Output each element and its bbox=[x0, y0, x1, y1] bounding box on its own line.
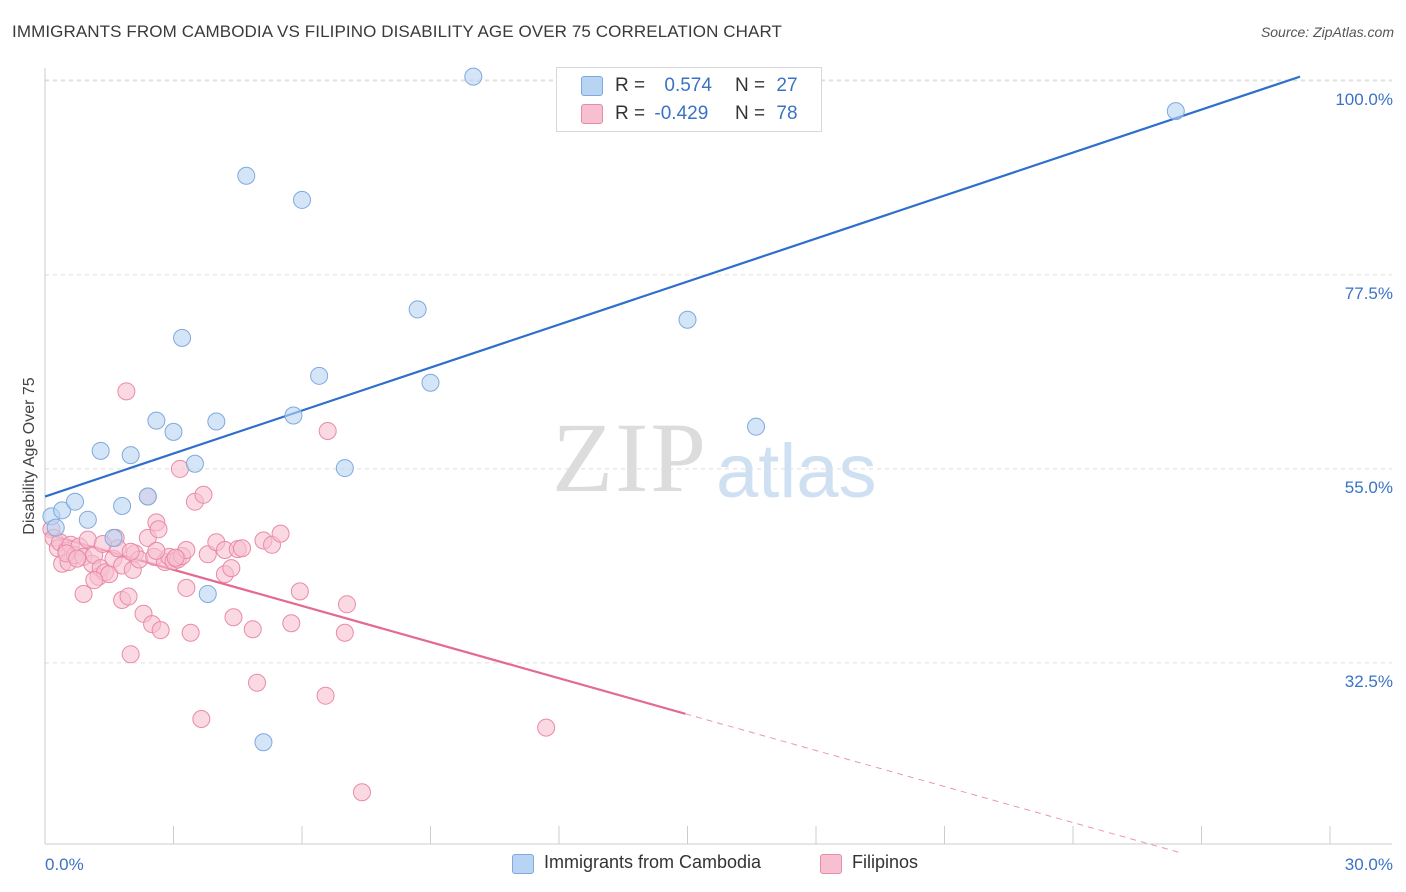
legend-swatch-blue bbox=[581, 76, 603, 96]
data-point-filipino bbox=[177, 578, 196, 597]
data-point-filipino bbox=[181, 623, 200, 642]
data-point-filipino bbox=[147, 541, 166, 560]
legend-r-label: R = bbox=[615, 75, 646, 96]
legend-r-value: -0.429 bbox=[654, 103, 709, 124]
data-point-filipino bbox=[335, 623, 354, 642]
data-point-cambodia bbox=[464, 67, 483, 86]
data-point-filipino bbox=[316, 686, 335, 705]
data-point-cambodia bbox=[335, 459, 354, 478]
data-point-filipino bbox=[68, 549, 87, 568]
data-point-filipino bbox=[166, 548, 185, 567]
data-point-filipino bbox=[248, 673, 267, 692]
x-tick-label: 0.0% bbox=[45, 855, 84, 874]
data-point-cambodia bbox=[747, 417, 766, 436]
data-point-cambodia bbox=[65, 492, 84, 511]
data-point-filipino bbox=[85, 571, 104, 590]
correlation-legend: R = 0.574 N = 27 R = -0.429 N = 78 bbox=[556, 67, 822, 132]
data-point-cambodia bbox=[147, 411, 166, 430]
y-tick-label: 100.0% bbox=[1335, 90, 1393, 109]
data-point-cambodia bbox=[173, 328, 192, 347]
data-point-filipino bbox=[194, 485, 213, 504]
x-tick-label: 30.0% bbox=[1345, 855, 1393, 874]
data-point-cambodia bbox=[310, 366, 329, 385]
y-tick-label: 77.5% bbox=[1345, 284, 1393, 303]
data-point-filipino bbox=[117, 382, 136, 401]
data-point-cambodia bbox=[91, 441, 110, 460]
data-point-cambodia bbox=[293, 190, 311, 209]
chart-title: IMMIGRANTS FROM CAMBODIA VS FILIPINO DIS… bbox=[12, 22, 783, 41]
data-point-cambodia bbox=[78, 510, 97, 529]
data-point-filipino bbox=[318, 421, 337, 440]
data-point-cambodia bbox=[237, 166, 256, 185]
legend-r-value: 0.574 bbox=[664, 75, 712, 96]
legend-row-filipinos: R = -0.429 N = 78 bbox=[557, 101, 821, 127]
data-point-cambodia bbox=[121, 446, 140, 465]
data-point-cambodia bbox=[138, 487, 157, 506]
data-point-cambodia bbox=[185, 454, 204, 473]
data-point-filipino bbox=[282, 614, 301, 633]
data-point-filipino bbox=[352, 783, 371, 802]
y-tick-labels: 32.5% 55.0% 77.5% 100.0% bbox=[1335, 90, 1393, 691]
data-point-filipino bbox=[121, 645, 140, 664]
data-point-cambodia bbox=[207, 412, 226, 431]
data-point-filipino bbox=[151, 621, 170, 640]
data-point-cambodia bbox=[408, 300, 427, 319]
legend-n-label: N = bbox=[735, 75, 766, 96]
legend-n-label: N = bbox=[735, 103, 766, 124]
bottom-legend-label: Immigrants from Cambodia bbox=[544, 852, 762, 872]
legend-n-value: 78 bbox=[776, 103, 798, 124]
data-point-filipino bbox=[74, 584, 93, 603]
data-point-filipino bbox=[222, 559, 241, 578]
legend-swatch-pink bbox=[581, 104, 603, 124]
data-point-filipino bbox=[271, 524, 290, 543]
watermark-zip: ZIP bbox=[552, 402, 708, 513]
data-point-cambodia bbox=[1166, 102, 1185, 121]
data-point-cambodia bbox=[421, 373, 440, 392]
data-point-filipino bbox=[192, 709, 211, 728]
data-point-filipino bbox=[121, 542, 140, 561]
data-point-cambodia bbox=[678, 310, 697, 329]
data-point-cambodia bbox=[46, 518, 65, 537]
data-point-filipino bbox=[233, 539, 252, 558]
data-point-filipino bbox=[290, 582, 309, 601]
data-points bbox=[42, 67, 1185, 802]
data-point-cambodia bbox=[284, 406, 303, 425]
data-point-filipino bbox=[224, 608, 243, 627]
y-tick-label: 55.0% bbox=[1345, 478, 1393, 497]
data-point-filipino bbox=[243, 620, 262, 639]
data-point-filipino bbox=[170, 459, 189, 478]
source-label: Source: ZipAtlas.com bbox=[1260, 24, 1394, 40]
bottom-legend-swatch-blue bbox=[512, 854, 534, 874]
data-point-filipino bbox=[149, 520, 168, 539]
data-point-filipino bbox=[337, 595, 356, 614]
trend-line-cambodia bbox=[44, 75, 1301, 498]
bottom-legend-label: Filipinos bbox=[852, 852, 919, 872]
x-tick-labels: 0.0% 30.0% bbox=[45, 855, 1393, 874]
data-point-cambodia bbox=[164, 422, 183, 441]
data-point-filipino bbox=[78, 530, 97, 549]
bottom-legend-swatch-pink bbox=[820, 854, 842, 874]
data-point-filipino bbox=[119, 587, 138, 606]
data-point-cambodia bbox=[53, 501, 72, 520]
data-point-cambodia bbox=[198, 584, 217, 603]
axes bbox=[44, 68, 1392, 845]
data-point-cambodia bbox=[104, 528, 123, 547]
y-tick-label: 32.5% bbox=[1345, 672, 1393, 691]
data-point-cambodia bbox=[113, 497, 132, 516]
trend-extension-filipino bbox=[685, 713, 1181, 854]
trend-lines bbox=[44, 75, 1301, 854]
watermark-atlas: atlas bbox=[716, 429, 877, 514]
data-point-cambodia bbox=[254, 733, 273, 752]
y-axis-label: Disability Age Over 75 bbox=[21, 377, 38, 535]
legend-row-cambodia: R = 0.574 N = 27 bbox=[557, 73, 821, 99]
legend-n-value: 27 bbox=[776, 75, 798, 96]
legend-r-label: R = bbox=[615, 103, 646, 124]
data-point-filipino bbox=[537, 718, 556, 737]
